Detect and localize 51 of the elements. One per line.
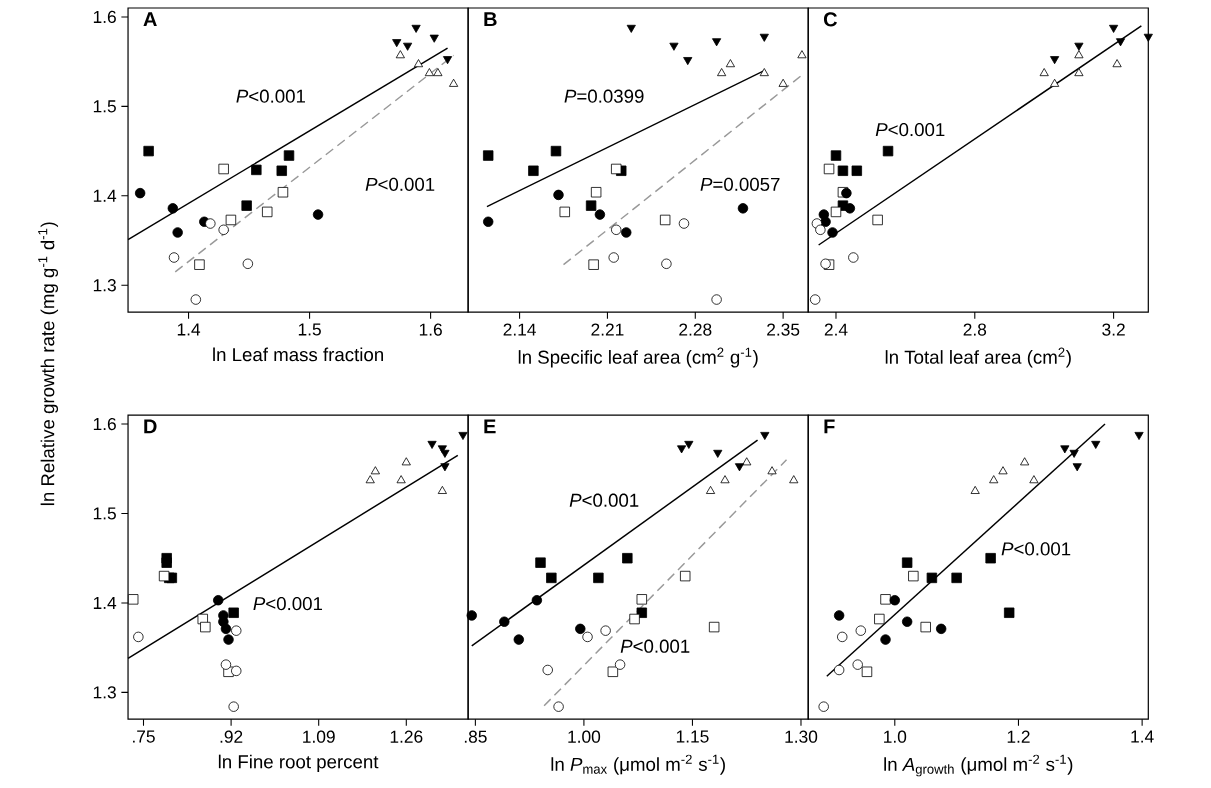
x-tick-label: 2.21: [591, 323, 624, 336]
x-tick-label: 1.2: [1007, 730, 1030, 743]
x-tick-label: 1.26: [390, 730, 423, 743]
annotation: P<0.001: [875, 122, 945, 137]
x-axis-title: ln Fine root percent: [218, 754, 379, 772]
y-axis-title: ln Relative growth rate (mg g$^{-1}$ d$^{-1}$): [38, 222, 59, 505]
annotation: P<0.001: [236, 89, 305, 103]
x-tick-label: 1.09: [303, 730, 335, 743]
y-tick-label: 1.6: [93, 417, 116, 431]
chart-title: A: [143, 12, 157, 26]
x-tick-label: 2.35: [767, 323, 800, 336]
annotation: P=0.0057: [700, 177, 780, 191]
x-tick-label: 1.0: [884, 730, 907, 743]
x-axis-title: ln Leaf mass fraction: [213, 347, 383, 362]
y-tick-label: 1.3: [93, 279, 116, 292]
x-tick-label: 2.4: [824, 323, 848, 336]
x-tick-label: .85: [464, 730, 487, 743]
annotation: P<0.001: [253, 596, 323, 611]
y-tick-label: 1.5: [93, 100, 116, 113]
annotation: P<0.001: [569, 493, 639, 507]
x-tick-label: 1.30: [785, 730, 818, 743]
x-tick-label: 1.15: [676, 730, 709, 743]
chart-title: D: [144, 419, 157, 434]
x-tick-label: .75: [133, 730, 155, 743]
x-tick-label: 2.14: [503, 323, 536, 336]
x-axis-title: ln Total leaf area (cm$^{2}$): [885, 347, 1071, 368]
annotation: P<0.001: [365, 177, 435, 191]
x-tick-label: .92: [220, 730, 243, 743]
x-tick-label: 1.00: [568, 730, 601, 743]
chart-title: E: [484, 419, 496, 434]
x-axis-title: ln P$_{max}$ (μmol m$^{-2}$ s$^{-1}$): [551, 754, 725, 775]
x-axis-title: ln A$_{growth}$ (μmol m$^{-2}$ s$^{-1}$): [884, 754, 1073, 777]
y-tick-label: 1.5: [93, 507, 116, 520]
x-tick-label: 1.5: [298, 323, 321, 336]
x-tick-label: 3.2: [1102, 323, 1125, 336]
chart-title: F: [824, 419, 835, 434]
x-axis-title: ln Specific leaf area (cm$^{2}$ g$^{-1}$): [518, 347, 758, 368]
x-tick-label: 2.28: [679, 323, 712, 336]
x-tick-label: 2.8: [963, 323, 987, 336]
annotation: P<0.001: [1001, 542, 1071, 556]
y-tick-label: 1.4: [93, 189, 117, 202]
x-tick-label: 1.4: [177, 323, 201, 336]
annotation: P=0.0399: [564, 89, 644, 103]
chart-title: B: [484, 12, 497, 26]
y-tick-label: 1.3: [93, 686, 116, 699]
annotation: P<0.001: [620, 639, 690, 653]
y-tick-label: 1.6: [93, 10, 116, 23]
x-tick-label: 1.4: [1131, 730, 1154, 743]
chart-title: C: [823, 12, 838, 27]
y-tick-label: 1.4: [93, 596, 117, 609]
x-tick-label: 1.6: [419, 323, 442, 336]
